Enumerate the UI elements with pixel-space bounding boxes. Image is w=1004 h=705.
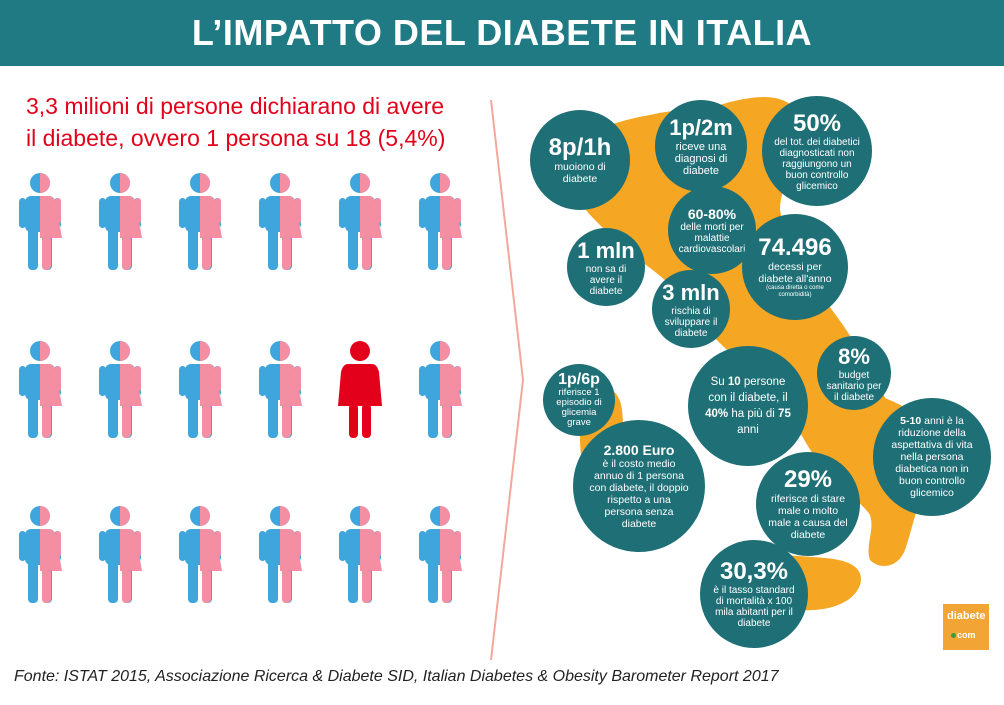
- stat-text: muoiono di diabete: [554, 161, 606, 185]
- page-title: L’IMPATTO DEL DIABETE IN ITALIA: [191, 12, 813, 53]
- stat-value: 3 mln: [662, 279, 720, 305]
- person-icon: [98, 505, 142, 605]
- italy-mainland-shape: [569, 97, 935, 566]
- logo-text-top: diabete: [947, 610, 986, 622]
- stat-text: decessi per diabete all'anno: [758, 261, 832, 285]
- person-icon: [338, 172, 382, 272]
- person-icon: [178, 340, 222, 440]
- person-icon: [338, 505, 382, 605]
- stat-bubble-cardiovascular: 60-80% delle morti per malattie cardiova…: [668, 186, 756, 274]
- stat-text-part: persone con il diabete, il: [708, 376, 788, 404]
- stat-text: delle morti per malattie cardiovascolari: [678, 221, 746, 255]
- person-icon: [418, 340, 462, 440]
- stat-text: riceve una diagnosi di diabete: [674, 141, 728, 177]
- stat-text-part: anni: [737, 424, 759, 436]
- stat-text: del tot. dei diabetici diagnosticati non…: [774, 136, 860, 192]
- stat-bubble-health-budget: 8% budget sanitario per il diabete: [817, 336, 891, 410]
- headline: 3,3 milioni di persone dichiarano di ave…: [26, 90, 486, 154]
- stat-value: 1p/6p: [558, 371, 600, 388]
- stat-value: 29%: [783, 466, 833, 493]
- stat-bubble-mortality-rate: 30,3% è il tasso standard di mortalità x…: [700, 540, 808, 648]
- stat-bubble-glycemic-control: 50% del tot. dei diabetici diagnosticati…: [762, 96, 872, 206]
- stat-value: 8p/1h: [548, 134, 612, 161]
- person-icon: [258, 172, 302, 272]
- logo-text-bottom: com: [957, 630, 976, 640]
- stat-text: riferisce di stare male o molto male a c…: [768, 493, 848, 541]
- stat-text: è il tasso standard di mortalità x 100 m…: [713, 585, 795, 629]
- logo-dot: [951, 633, 956, 638]
- stat-number: 75: [778, 408, 791, 420]
- diabete-com-logo: diabete com: [943, 604, 989, 650]
- stat-bubble-deaths-per-hour: 8p/1h muoiono di diabete: [530, 110, 630, 210]
- person-icon-highlighted: [338, 340, 382, 440]
- chevron-divider-icon: [490, 100, 525, 660]
- person-icon: [418, 505, 462, 605]
- stat-text: rischia di sviluppare il diabete: [664, 305, 718, 339]
- stat-value: 30,3%: [719, 558, 789, 585]
- stat-value: 1p/2m: [669, 115, 733, 140]
- stat-value: 1 mln: [577, 237, 635, 263]
- person-icon: [178, 172, 222, 272]
- stat-text-part: Su: [710, 376, 728, 388]
- stat-bubble-diagnosis-rate: 1p/2m riceve una diagnosi di diabete: [655, 100, 747, 192]
- stat-text: non sa di avere il diabete: [585, 263, 627, 297]
- stat-value: 2.800 Euro: [603, 442, 675, 458]
- stat-bubble-severe-glycemia: 1p/6p riferisce 1 episodio di glicemia g…: [543, 364, 615, 436]
- person-icon: [258, 340, 302, 440]
- person-icon: [178, 505, 222, 605]
- stat-note: (causa diretta o come comorbidità): [766, 285, 824, 298]
- person-icon: [98, 172, 142, 272]
- stat-bubble-cost: 2.800 Euro è il costo medio annuo di 1 p…: [573, 420, 705, 552]
- headline-line-1: 3,3 milioni di persone dichiarano di ave…: [26, 93, 445, 119]
- person-icon: [18, 172, 62, 272]
- stat-text-part: anni è la riduzione della aspettativa di…: [891, 415, 973, 499]
- people-grid: [0, 160, 500, 640]
- stat-text: Su 10 persone con il diabete, il 40% ha …: [700, 374, 796, 438]
- stat-bubble-elderly: Su 10 persone con il diabete, il 40% ha …: [688, 346, 808, 466]
- stat-text-part: ha più di: [728, 408, 779, 420]
- stat-bubble-annual-deaths: 74.496 decessi per diabete all'anno (cau…: [742, 214, 848, 320]
- stat-number: 40%: [705, 408, 729, 420]
- person-icon: [18, 340, 62, 440]
- stat-number: 10: [727, 376, 741, 388]
- stat-bubble-wellbeing: 29% riferisce di stare male o molto male…: [756, 452, 860, 556]
- stat-value: 60-80%: [687, 205, 737, 222]
- stat-value: 5-10: [900, 415, 922, 427]
- stat-bubble-unaware: 1 mln non sa di avere il diabete: [567, 228, 645, 306]
- person-icon: [98, 340, 142, 440]
- stat-text: budget sanitario per il diabete: [826, 369, 882, 403]
- stat-text: riferisce 1 episodio di glicemia grave: [556, 387, 602, 428]
- stat-value: 8%: [838, 343, 870, 369]
- stat-value: 50%: [792, 109, 842, 137]
- person-icon: [18, 505, 62, 605]
- header-banner: L’IMPATTO DEL DIABETE IN ITALIA: [0, 0, 1004, 66]
- source-note: Fonte: ISTAT 2015, Associazione Ricerca …: [14, 668, 779, 685]
- stat-text: è il costo medio annuo di 1 persona con …: [589, 458, 689, 530]
- stat-text: 5-10 anni è la riduzione della aspettati…: [885, 415, 979, 499]
- stat-bubble-at-risk: 3 mln rischia di sviluppare il diabete: [652, 270, 730, 348]
- person-icon: [418, 172, 462, 272]
- headline-line-2: il diabete, ovvero 1 persona su 18 (5,4%…: [26, 125, 446, 151]
- person-icon: [258, 505, 302, 605]
- stat-value: 74.496: [758, 234, 832, 261]
- stat-bubble-life-expectancy: 5-10 anni è la riduzione della aspettati…: [873, 398, 991, 516]
